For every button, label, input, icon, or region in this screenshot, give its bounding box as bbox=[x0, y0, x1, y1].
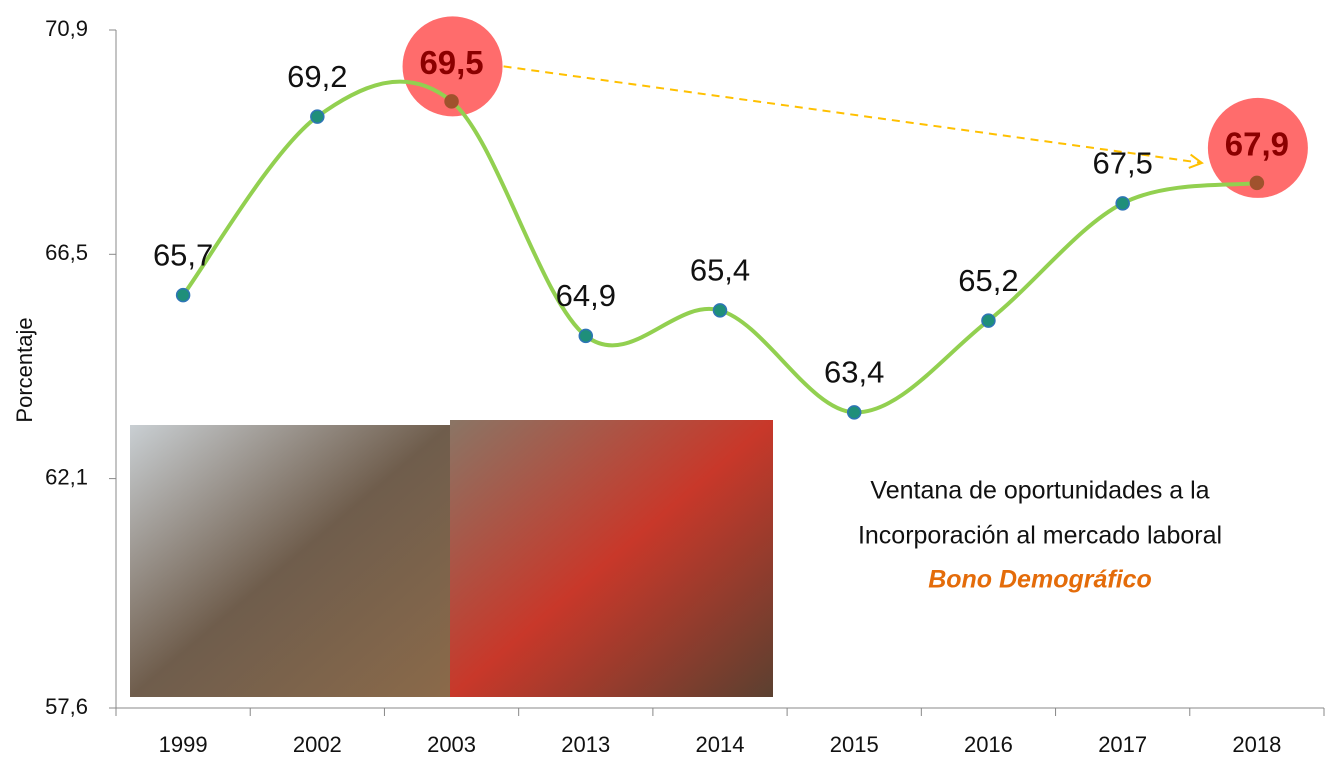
value-label: 65,2 bbox=[958, 263, 1018, 298]
y-tick-label: 62,1 bbox=[45, 464, 88, 489]
point bbox=[311, 110, 324, 123]
value-label: 65,4 bbox=[690, 253, 750, 288]
point bbox=[1250, 176, 1263, 189]
point bbox=[982, 314, 995, 327]
value-label: 67,5 bbox=[1092, 146, 1152, 181]
x-tick-label: 2018 bbox=[1232, 732, 1281, 757]
annotation: Incorporación al mercado laboral bbox=[858, 522, 1222, 550]
point bbox=[177, 289, 190, 302]
x-tick-label: 2013 bbox=[561, 732, 610, 757]
point bbox=[445, 95, 458, 108]
photo-construction bbox=[130, 425, 450, 697]
x-tick-label: 1999 bbox=[159, 732, 208, 757]
page: {"chart_data": {"type": "line", "y_label… bbox=[0, 0, 1326, 757]
x-tick-label: 2016 bbox=[964, 732, 1013, 757]
value-label: 63,4 bbox=[824, 355, 884, 390]
x-tick-label: 2014 bbox=[696, 732, 745, 757]
x-tick-label: 2017 bbox=[1098, 732, 1147, 757]
x-tick-label: 2015 bbox=[830, 732, 879, 757]
highlight-label: 69,5 bbox=[419, 44, 483, 81]
value-label: 65,7 bbox=[153, 237, 213, 272]
annotation-highlight: Bono Demográfico bbox=[928, 566, 1152, 594]
x-tick-label: 2002 bbox=[293, 732, 342, 757]
line bbox=[183, 82, 1257, 413]
point bbox=[714, 304, 727, 317]
point bbox=[848, 406, 861, 419]
annotation: Ventana de oportunidades a la bbox=[870, 477, 1209, 505]
point bbox=[579, 329, 592, 342]
photo-workers bbox=[450, 420, 773, 697]
x-tick-label: 2003 bbox=[427, 732, 476, 757]
y-tick-label: 66,5 bbox=[45, 240, 88, 265]
value-label: 64,9 bbox=[556, 278, 616, 313]
y-axis-label: Porcentaje bbox=[12, 317, 37, 422]
y-tick-label: 70,9 bbox=[45, 16, 88, 41]
point bbox=[1116, 197, 1129, 210]
highlight-label: 67,9 bbox=[1225, 126, 1289, 163]
photos bbox=[130, 420, 773, 697]
y-tick-label: 57,6 bbox=[45, 694, 88, 719]
value-label: 69,2 bbox=[287, 59, 347, 94]
chart: Porcentaje Ventana de oportunidades a la… bbox=[0, 0, 1326, 757]
